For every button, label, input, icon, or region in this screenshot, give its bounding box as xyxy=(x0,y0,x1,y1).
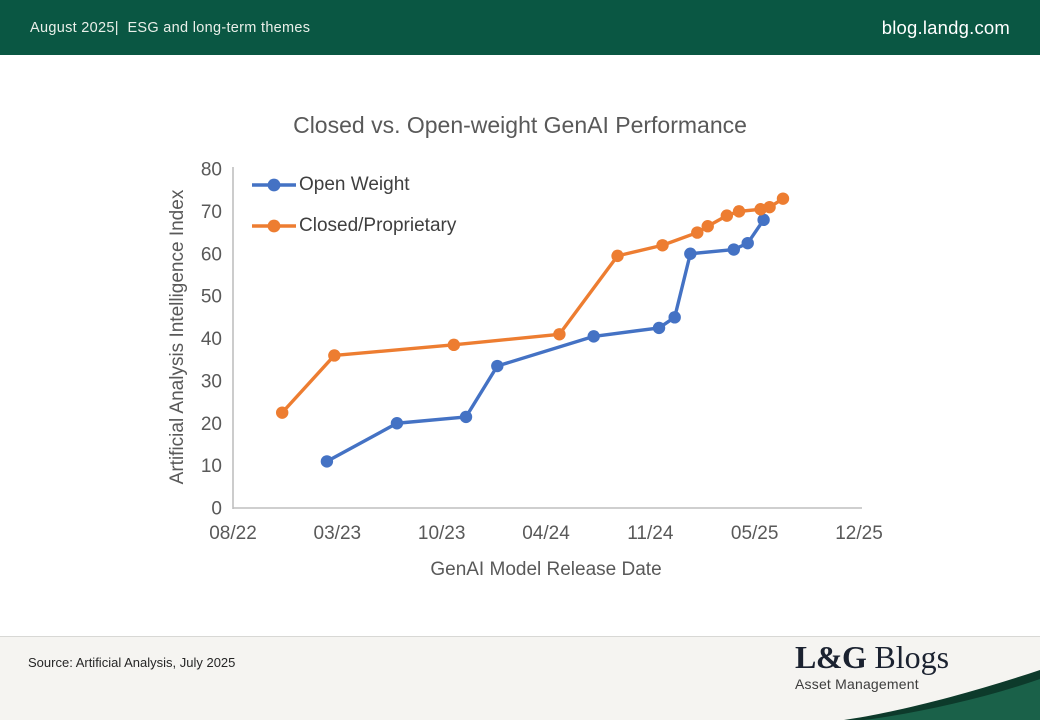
legend-item-open-weight: Open Weight xyxy=(251,171,456,199)
legend-swatch-line-icon xyxy=(252,178,296,192)
x-tick-label: 05/25 xyxy=(731,523,779,544)
series-line-open-weight xyxy=(326,218,766,463)
legend-label: Closed/Proprietary xyxy=(299,215,457,236)
legend-label: Open Weight xyxy=(299,174,410,195)
chart-title: Closed vs. Open-weight GenAI Performance xyxy=(293,112,747,138)
footer-wave-decoration xyxy=(844,670,1040,720)
data-point-open-weight xyxy=(727,243,740,256)
data-point-open-weight xyxy=(390,417,404,430)
y-tick-label: 50 xyxy=(201,287,222,308)
y-tick-label: 30 xyxy=(201,371,222,392)
x-tick-label: 08/22 xyxy=(209,523,257,544)
source-attribution: Source: Artificial Analysis, July 2025 xyxy=(28,655,236,670)
chart-legend: Open Weight Closed/Proprietary xyxy=(251,171,456,253)
x-axis-title: GenAI Model Release Date xyxy=(430,559,662,580)
data-point-closed-proprietary xyxy=(763,200,776,214)
data-point-open-weight xyxy=(652,321,666,335)
logo-lg-text: L&G xyxy=(795,639,867,675)
data-point-closed-proprietary xyxy=(656,239,669,252)
data-point-open-weight xyxy=(668,311,681,324)
data-point-open-weight xyxy=(757,213,770,227)
data-point-open-weight xyxy=(320,455,334,468)
header-banner: August 2025| ESG and long-term themes bl… xyxy=(0,0,1040,55)
header-blog-url[interactable]: blog.landg.com xyxy=(881,16,1010,38)
y-tick-label: 80 xyxy=(201,160,222,181)
data-point-open-weight xyxy=(587,330,600,343)
y-axis-title: Artificial Analysis Intelligence Index xyxy=(167,189,188,485)
data-point-closed-proprietary xyxy=(447,338,461,352)
data-point-open-weight xyxy=(459,410,473,424)
y-tick-label: 0 xyxy=(211,499,222,520)
data-point-open-weight xyxy=(684,247,697,260)
header-edition-label: August 2025| ESG and long-term themes xyxy=(30,19,311,36)
y-tick-label: 70 xyxy=(201,202,222,223)
data-point-closed-proprietary xyxy=(691,226,704,239)
logo-blogs-text: Blogs xyxy=(866,639,950,675)
legend-swatch-line-icon xyxy=(252,219,296,233)
data-point-closed-proprietary xyxy=(754,203,767,216)
legend-item-closed-proprietary: Closed/Proprietary xyxy=(251,212,456,240)
y-tick-label: 40 xyxy=(201,329,222,350)
x-tick-label: 11/24 xyxy=(627,523,674,544)
data-point-closed-proprietary xyxy=(611,249,624,263)
lg-blogs-logo: L&G Blogs Asset Management xyxy=(795,641,949,691)
logo-subtitle: Asset Management xyxy=(795,676,919,692)
data-point-closed-proprietary xyxy=(275,406,289,419)
x-tick-label: 10/23 xyxy=(418,523,466,544)
x-tick-label: 04/24 xyxy=(522,523,570,544)
data-point-closed-proprietary xyxy=(701,220,714,233)
data-point-open-weight xyxy=(491,359,504,373)
data-point-closed-proprietary xyxy=(776,192,790,205)
data-point-open-weight xyxy=(741,236,754,250)
y-tick-label: 20 xyxy=(201,414,222,435)
data-point-closed-proprietary xyxy=(732,205,746,218)
y-tick-label: 10 xyxy=(201,456,222,477)
footer-divider xyxy=(0,636,1040,637)
footer xyxy=(0,637,1040,720)
data-point-closed-proprietary xyxy=(328,349,341,362)
data-point-closed-proprietary xyxy=(720,209,734,222)
x-tick-label: 12/25 xyxy=(835,523,883,544)
data-point-closed-proprietary xyxy=(553,328,566,341)
x-tick-label: 03/23 xyxy=(314,523,362,544)
logo-wordmark: L&G Blogs xyxy=(795,641,949,673)
y-tick-label: 60 xyxy=(201,244,222,265)
